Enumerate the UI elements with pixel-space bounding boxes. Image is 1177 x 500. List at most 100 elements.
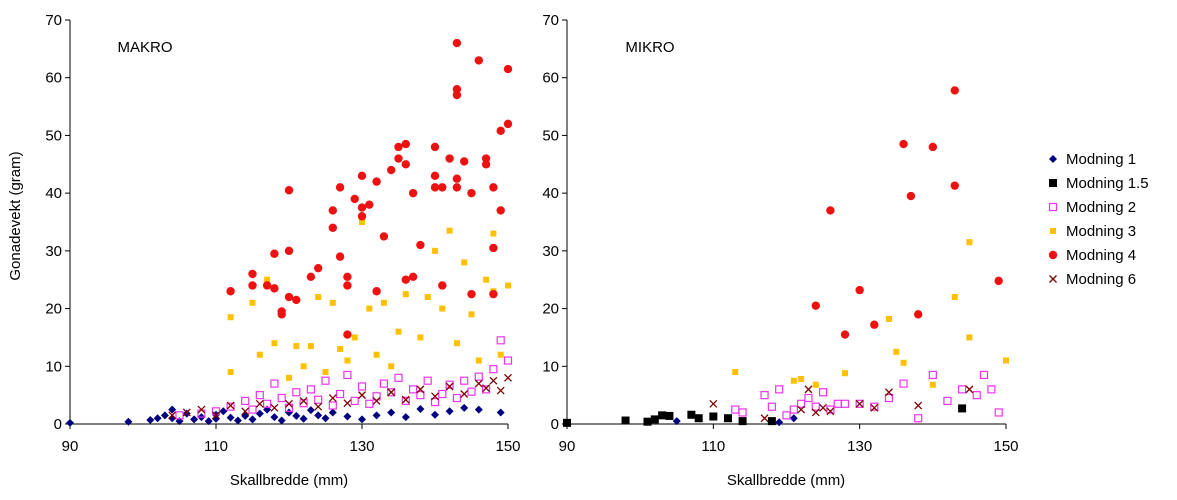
data-point [460, 157, 469, 166]
data-point [277, 393, 286, 403]
data-point [248, 269, 257, 279]
data-point [314, 411, 323, 420]
data-point [430, 171, 440, 181]
data-point [329, 299, 336, 306]
legend: Modning 1 Modning 1.5 Modning 2 Modning 3 Mo… [1048, 151, 1149, 288]
data-point [775, 385, 784, 394]
data-point [256, 351, 263, 358]
data-point [914, 414, 923, 423]
series-modning-4 [811, 86, 1003, 339]
data-point [504, 373, 512, 382]
data-point [489, 365, 498, 374]
data-point [227, 369, 234, 376]
data-point [168, 414, 177, 423]
data-point [855, 399, 864, 408]
data-point [350, 194, 359, 204]
data-point [979, 370, 989, 380]
legend-marker [1049, 155, 1057, 163]
data-point [452, 85, 462, 94]
data-point [804, 393, 813, 403]
data-point [452, 90, 462, 100]
data-point [899, 139, 908, 149]
data-point [284, 246, 294, 256]
data-point [373, 351, 380, 358]
y-tick-label: 30 [45, 243, 62, 260]
data-point [496, 386, 505, 395]
y-tick-label: 50 [542, 127, 559, 144]
data-point [430, 142, 440, 152]
y-tick-label: 40 [542, 185, 559, 202]
data-point [424, 294, 431, 301]
data-point [460, 390, 469, 398]
data-point [460, 376, 469, 385]
data-point [870, 320, 879, 329]
data-point [270, 249, 279, 258]
data-point [994, 276, 1003, 286]
data-point [474, 379, 483, 388]
data-point [870, 402, 879, 411]
data-point [966, 334, 973, 341]
data-point [160, 411, 169, 420]
data-point [818, 388, 828, 397]
makro-panel: 0 10 20 30 40 50 60 70 90 110 130 150 Skallbredde (m… [45, 12, 520, 489]
data-point [168, 411, 177, 420]
data-point [452, 174, 462, 183]
data-point [497, 351, 504, 358]
data-point [797, 399, 806, 408]
data-point [226, 287, 235, 296]
legend-marker [1050, 228, 1056, 234]
data-point [357, 382, 367, 391]
data-point [452, 183, 462, 192]
data-point [270, 284, 279, 293]
data-point [943, 396, 952, 406]
data-point [929, 381, 936, 388]
data-point [416, 404, 425, 413]
data-point [270, 413, 279, 422]
data-point [665, 411, 674, 420]
legend-label: Modning 3 [1066, 223, 1136, 240]
data-point [365, 200, 374, 209]
legend-item: Modning 1.5 [1049, 175, 1149, 192]
data-point [987, 385, 996, 394]
data-point [146, 415, 155, 424]
data-point [826, 405, 835, 414]
data-point [366, 305, 373, 312]
data-point [951, 294, 958, 301]
data-point [452, 393, 461, 403]
data-point [286, 374, 292, 381]
mikro-panel: 0 10 20 30 40 50 60 70 90 110 130 150 Skallbredde (m… [542, 12, 1018, 489]
data-point [957, 385, 967, 394]
data-point [767, 417, 776, 426]
data-point [372, 177, 381, 186]
data-point [430, 183, 440, 192]
data-point [277, 310, 286, 319]
data-point [731, 405, 740, 414]
panel-title: MIKRO [625, 39, 674, 56]
data-point [343, 370, 352, 380]
data-point [408, 272, 418, 282]
y-tick-label: 0 [54, 416, 62, 433]
panel-title: MAKRO [117, 39, 172, 56]
x-tick-label: 130 [847, 438, 872, 455]
data-point [958, 404, 967, 413]
data-point [928, 370, 937, 380]
y-tick-label: 40 [45, 185, 62, 202]
series-modning-2 [175, 336, 513, 420]
data-point [840, 399, 850, 408]
data-point [760, 391, 769, 400]
data-point [900, 359, 907, 366]
data-point [503, 119, 513, 129]
data-point [431, 392, 439, 401]
data-point [965, 385, 974, 394]
data-point [430, 397, 440, 407]
data-point [950, 181, 959, 190]
data-point [379, 232, 389, 241]
data-point [503, 356, 513, 365]
data-point [855, 285, 864, 295]
data-point [388, 363, 395, 370]
data-point [482, 385, 491, 394]
data-point [153, 414, 162, 423]
data-point [322, 369, 329, 376]
